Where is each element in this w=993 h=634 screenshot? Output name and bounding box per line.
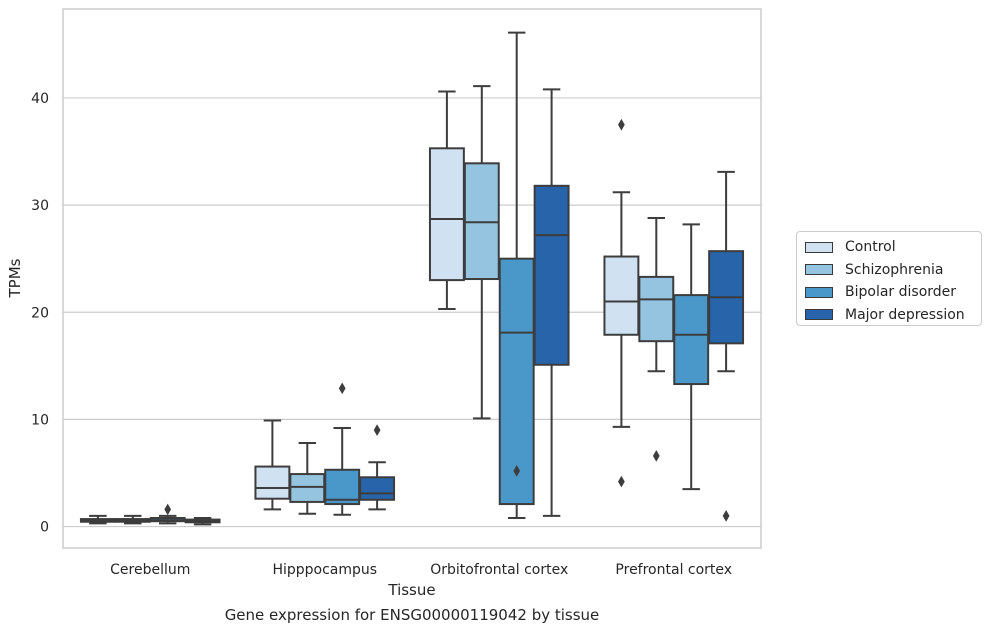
legend-label: Major depression xyxy=(845,306,965,323)
legend-swatch xyxy=(805,241,833,253)
box-group xyxy=(79,514,116,525)
box-group xyxy=(324,382,361,516)
x-tick-label: Orbitofrontal cortex xyxy=(430,562,568,578)
legend-swatch xyxy=(805,264,833,276)
box xyxy=(324,468,361,506)
box xyxy=(359,476,396,501)
boxes-layer xyxy=(79,31,745,526)
outlier-point xyxy=(164,503,172,516)
box-group xyxy=(673,223,710,491)
box-group xyxy=(533,88,570,517)
y-tick-label: 20 xyxy=(31,305,49,321)
box-group xyxy=(638,216,675,462)
legend-item-control: Control xyxy=(805,236,981,259)
box xyxy=(463,162,500,281)
box xyxy=(638,275,675,343)
outlier-point xyxy=(722,510,730,522)
legend-swatch xyxy=(805,286,833,298)
box xyxy=(289,473,326,503)
legend-label: Bipolar disorder xyxy=(845,284,957,301)
box-group xyxy=(114,514,151,525)
box-group xyxy=(498,31,535,519)
outlier-point xyxy=(338,382,346,395)
legend-label: Schizophrenia xyxy=(845,261,944,278)
outlier-point xyxy=(618,118,625,131)
box-group xyxy=(428,90,465,311)
box-group xyxy=(359,424,396,511)
y-axis-label: TPMs xyxy=(6,258,24,298)
box-group xyxy=(603,118,640,488)
box-group xyxy=(289,441,326,515)
x-tick-label: Prefrontal cortex xyxy=(615,562,732,578)
legend-item-bipolar-disorder: Bipolar disorder xyxy=(805,281,981,304)
box-group xyxy=(708,170,745,522)
x-tick-label: Hipppocampus xyxy=(272,562,377,578)
box-group xyxy=(463,85,500,420)
box xyxy=(428,147,465,282)
outlier-point xyxy=(652,449,660,462)
chart-caption: Gene expression for ENSG00000119042 by t… xyxy=(224,606,600,624)
outlier-point xyxy=(373,424,381,436)
y-tick-labels: 0 10 20 30 40 xyxy=(31,91,49,536)
outlier-point xyxy=(513,464,521,477)
box xyxy=(673,294,710,386)
x-tick-label: Cerebellum xyxy=(110,562,190,578)
x-axis-label: Tissue xyxy=(387,581,435,599)
y-tick-label: 30 xyxy=(31,198,49,214)
y-tick-label: 0 xyxy=(40,520,49,536)
outlier-point xyxy=(618,475,625,488)
box-group xyxy=(184,516,221,526)
gridlines xyxy=(63,97,761,528)
legend-swatch xyxy=(805,309,833,321)
x-tick-labels: Cerebellum Hipppocampus Orbitofrontal cort… xyxy=(110,562,732,578)
legend-item-major-depression: Major depression xyxy=(805,304,981,327)
box xyxy=(603,255,640,336)
box xyxy=(533,184,570,366)
legend-item-schizophrenia: Schizophrenia xyxy=(805,259,981,282)
y-tick-label: 10 xyxy=(31,412,49,428)
legend-label: Control xyxy=(845,239,896,256)
legend: Control Schizophrenia Bipolar disorder M… xyxy=(796,231,982,326)
box xyxy=(254,465,291,500)
box-group xyxy=(254,419,291,511)
box xyxy=(498,257,535,506)
y-tick-label: 40 xyxy=(31,91,49,107)
